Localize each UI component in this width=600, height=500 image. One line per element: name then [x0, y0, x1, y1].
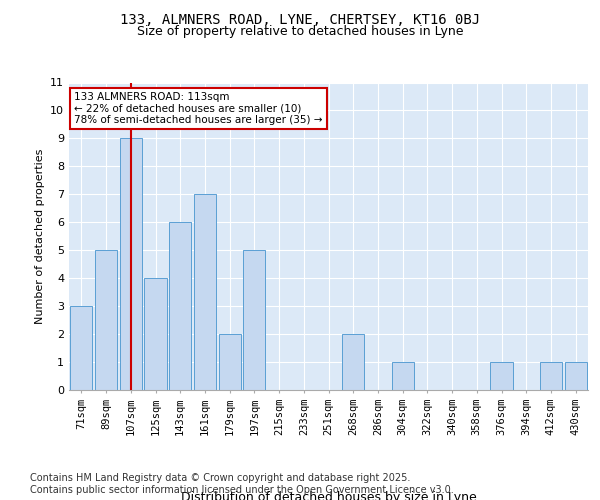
Bar: [95, 250, 117, 390]
Bar: [119, 138, 142, 390]
Bar: [342, 334, 364, 390]
Bar: [243, 250, 265, 390]
Text: Contains HM Land Registry data © Crown copyright and database right 2025.
Contai: Contains HM Land Registry data © Crown c…: [30, 474, 454, 495]
Text: 133 ALMNERS ROAD: 113sqm
← 22% of detached houses are smaller (10)
78% of semi-d: 133 ALMNERS ROAD: 113sqm ← 22% of detach…: [74, 92, 323, 125]
Y-axis label: Number of detached properties: Number of detached properties: [35, 148, 44, 324]
Bar: [490, 362, 512, 390]
Bar: [194, 194, 216, 390]
Bar: [540, 362, 562, 390]
Text: 133, ALMNERS ROAD, LYNE, CHERTSEY, KT16 0BJ: 133, ALMNERS ROAD, LYNE, CHERTSEY, KT16 …: [120, 12, 480, 26]
Bar: [565, 362, 587, 390]
Bar: [218, 334, 241, 390]
Bar: [70, 306, 92, 390]
Text: Size of property relative to detached houses in Lyne: Size of property relative to detached ho…: [137, 25, 463, 38]
Bar: [392, 362, 414, 390]
X-axis label: Distribution of detached houses by size in Lyne: Distribution of detached houses by size …: [181, 490, 476, 500]
Bar: [145, 278, 167, 390]
Bar: [169, 222, 191, 390]
